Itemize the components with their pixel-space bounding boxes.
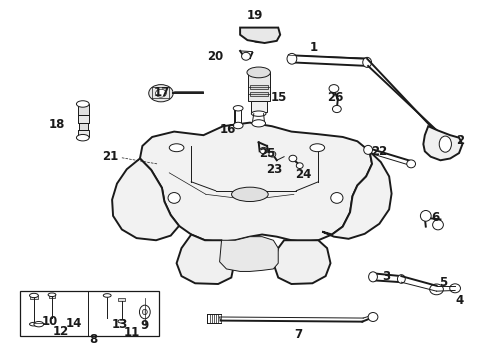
Ellipse shape (287, 53, 297, 64)
Bar (251, 101, 268, 112)
Text: 7: 7 (294, 328, 303, 341)
Ellipse shape (233, 105, 243, 111)
Text: 25: 25 (259, 147, 275, 159)
Text: 8: 8 (89, 333, 98, 346)
Polygon shape (240, 28, 280, 43)
Text: 19: 19 (246, 9, 263, 22)
Bar (250, 92, 269, 96)
Ellipse shape (29, 293, 38, 298)
Text: 6: 6 (431, 211, 440, 224)
Bar (248, 72, 270, 101)
Text: 11: 11 (123, 326, 140, 339)
Ellipse shape (251, 111, 266, 116)
Text: 9: 9 (141, 319, 149, 332)
Bar (30, 295, 38, 299)
Text: 17: 17 (154, 86, 170, 99)
Bar (78, 104, 89, 116)
Ellipse shape (168, 193, 180, 203)
Text: 13: 13 (111, 318, 127, 331)
Ellipse shape (430, 284, 443, 295)
Bar (78, 116, 89, 123)
Bar (250, 85, 269, 89)
Ellipse shape (269, 151, 276, 157)
Text: 21: 21 (102, 150, 119, 163)
Text: 12: 12 (52, 325, 69, 338)
Polygon shape (322, 151, 392, 239)
Text: 5: 5 (439, 276, 447, 289)
Ellipse shape (232, 187, 268, 202)
Ellipse shape (29, 322, 38, 326)
Ellipse shape (149, 85, 173, 102)
Ellipse shape (143, 309, 147, 315)
Polygon shape (220, 237, 278, 271)
Ellipse shape (332, 105, 341, 113)
Ellipse shape (364, 145, 372, 154)
Ellipse shape (140, 305, 150, 319)
Polygon shape (140, 123, 372, 242)
Text: 2: 2 (456, 134, 464, 147)
Text: 1: 1 (309, 41, 318, 54)
Text: 20: 20 (208, 50, 224, 63)
Bar (49, 294, 55, 298)
Ellipse shape (450, 284, 461, 293)
Ellipse shape (252, 120, 266, 127)
Ellipse shape (242, 52, 250, 60)
Ellipse shape (169, 144, 184, 152)
Ellipse shape (368, 312, 378, 321)
Ellipse shape (260, 147, 267, 154)
Text: 3: 3 (383, 270, 391, 283)
Ellipse shape (233, 122, 243, 129)
Ellipse shape (289, 155, 297, 162)
Ellipse shape (439, 136, 451, 152)
Text: 14: 14 (66, 317, 82, 330)
Ellipse shape (118, 319, 126, 323)
Text: 22: 22 (371, 145, 388, 158)
Ellipse shape (433, 220, 443, 230)
Ellipse shape (331, 193, 343, 203)
Text: 24: 24 (295, 168, 312, 181)
Text: 4: 4 (456, 294, 464, 307)
Bar (20, 291, 159, 336)
Ellipse shape (310, 144, 325, 152)
Ellipse shape (363, 57, 371, 67)
Ellipse shape (76, 101, 89, 107)
Text: 23: 23 (266, 163, 282, 176)
Ellipse shape (247, 67, 270, 78)
Polygon shape (423, 126, 463, 160)
Text: 16: 16 (220, 123, 236, 136)
Ellipse shape (296, 163, 303, 168)
Bar (79, 123, 88, 130)
Ellipse shape (420, 211, 431, 221)
Bar (78, 130, 89, 137)
Ellipse shape (397, 275, 405, 283)
Bar (119, 298, 125, 301)
Ellipse shape (76, 134, 89, 141)
Ellipse shape (407, 160, 416, 168)
Ellipse shape (103, 294, 111, 297)
Ellipse shape (156, 89, 166, 97)
Polygon shape (273, 240, 331, 284)
Ellipse shape (368, 272, 377, 282)
Text: 26: 26 (327, 91, 343, 104)
Polygon shape (176, 234, 234, 284)
Ellipse shape (252, 36, 267, 42)
Ellipse shape (48, 293, 56, 297)
Polygon shape (112, 158, 179, 240)
Ellipse shape (34, 321, 44, 327)
Ellipse shape (329, 85, 339, 93)
Text: 10: 10 (42, 315, 58, 328)
Text: 18: 18 (49, 118, 65, 131)
Text: 15: 15 (271, 91, 288, 104)
